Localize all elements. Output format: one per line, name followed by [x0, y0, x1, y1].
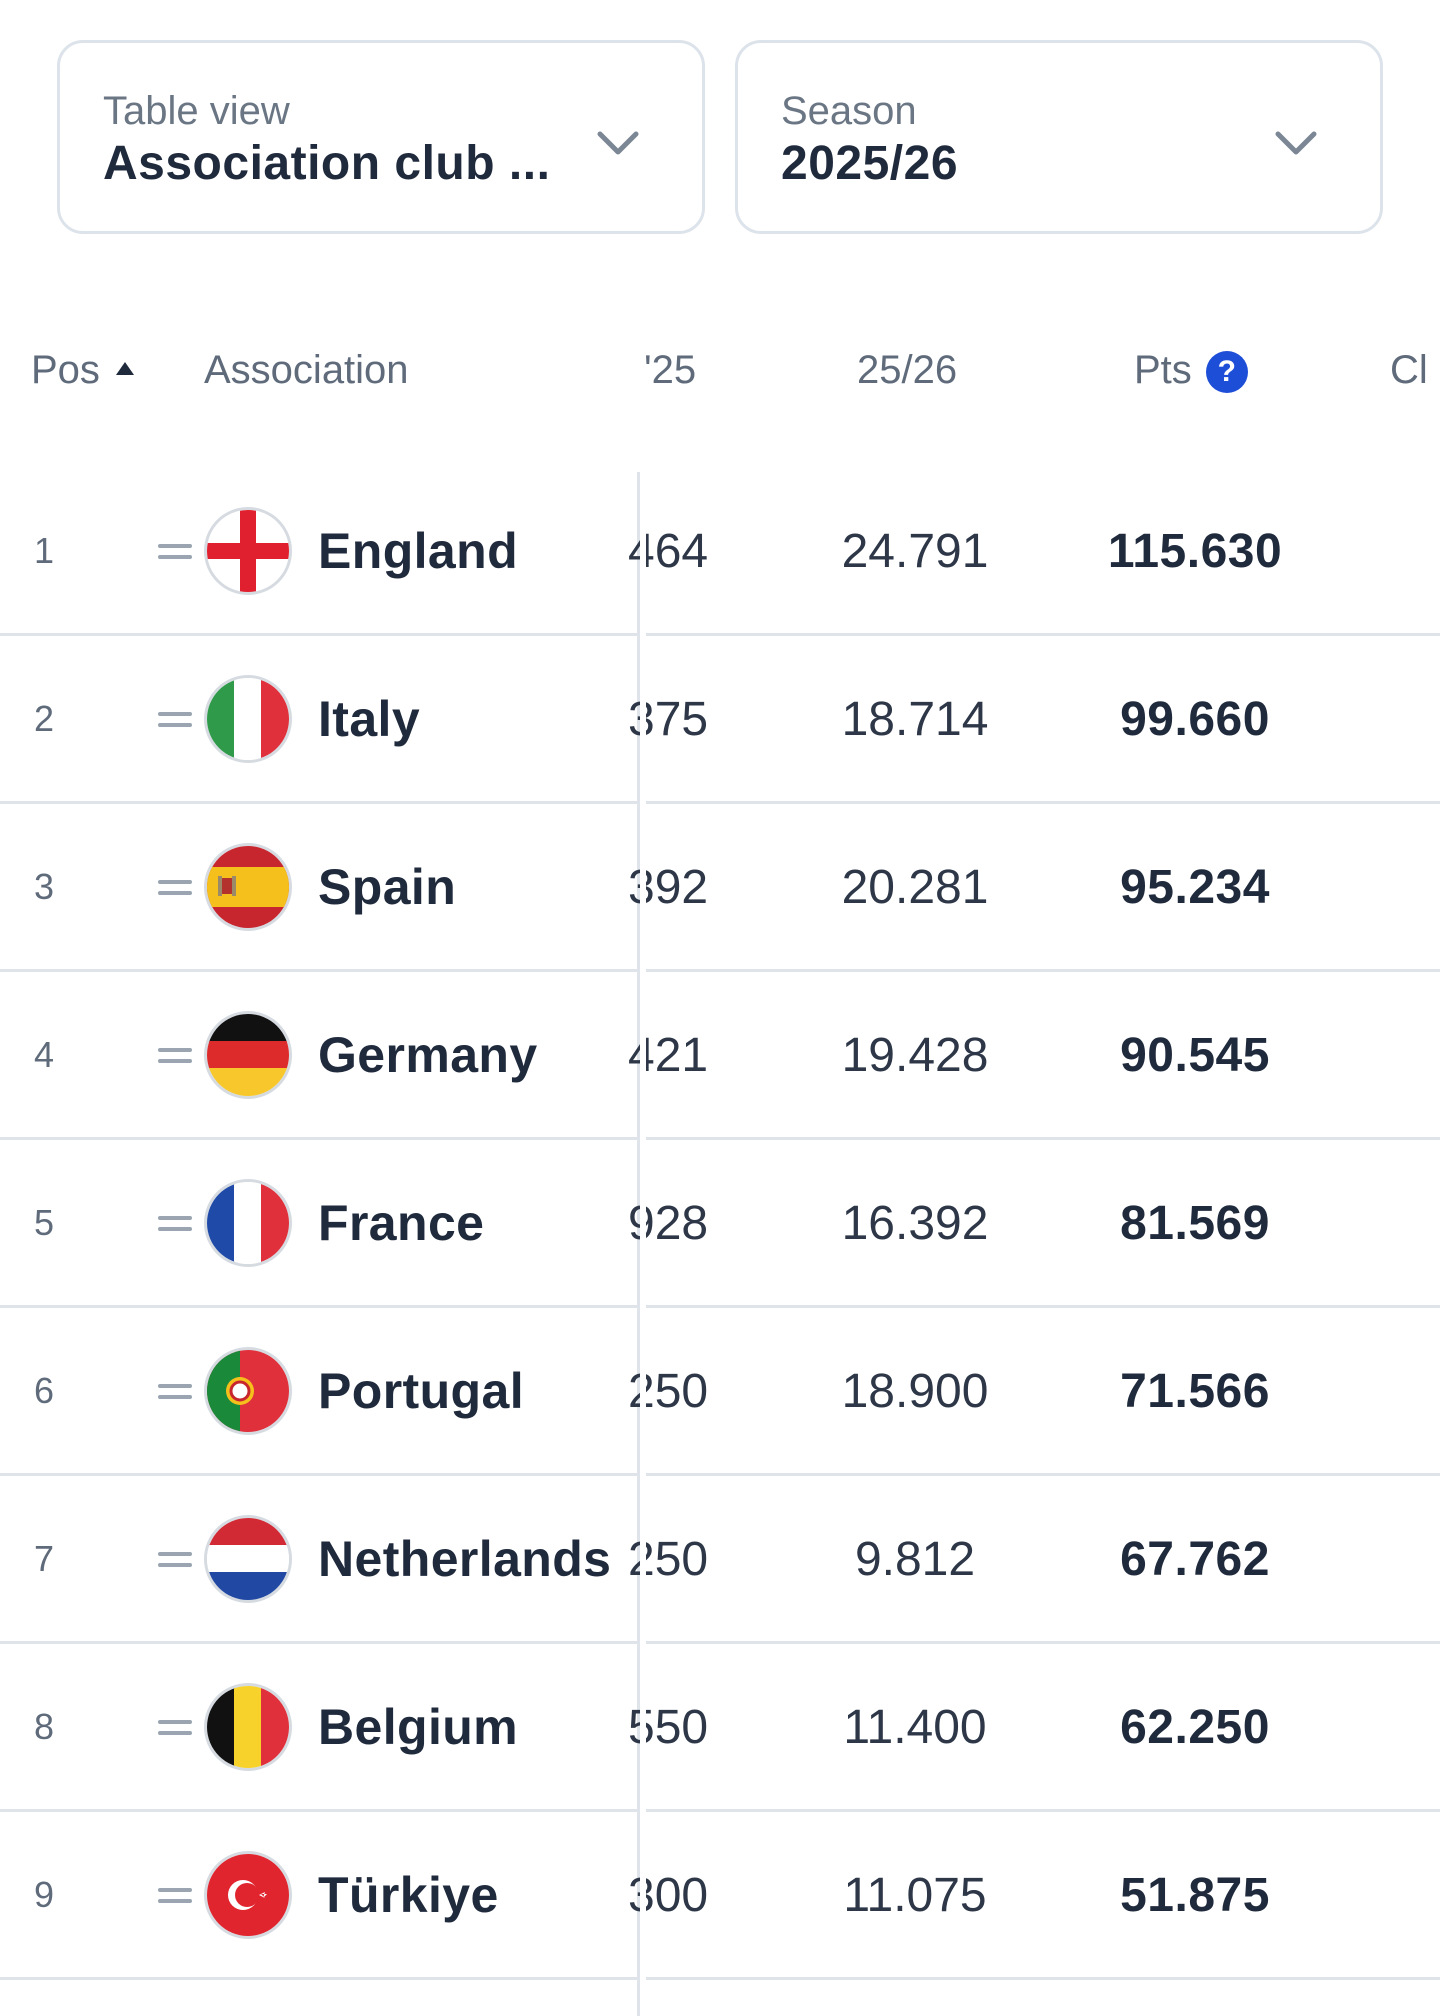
row-position: 4 [34, 1034, 55, 1075]
table-header: Pos Association '25 25/26 Pts? Cl [0, 330, 1440, 416]
points-value: 90.545 [1120, 1029, 1270, 1082]
points-value: 115.630 [1107, 525, 1283, 578]
table-row-7[interactable]: 7 Netherlands 250 9.812 67.762 [0, 1476, 1440, 1644]
association-name[interactable]: Germany [318, 1027, 538, 1083]
association-table: 1 England 464 24.791 115.630 2 Italy 375… [0, 468, 1440, 1980]
netherlands-flag [207, 1518, 289, 1600]
value-2526: 9.812 [854, 1533, 976, 1586]
column-header-pos-label: Pos [31, 348, 100, 392]
season-label: Season [781, 89, 917, 133]
belgium-flag [207, 1686, 289, 1768]
no-change-icon [158, 1384, 192, 1400]
no-change-icon [158, 1720, 192, 1736]
table-row-8[interactable]: 8 Belgium 550 11.400 62.250 [0, 1644, 1440, 1812]
points-value: 71.566 [1120, 1365, 1270, 1418]
association-name[interactable]: Portugal [318, 1363, 524, 1419]
column-header-association[interactable]: Association [204, 348, 409, 392]
association-name[interactable]: Türkiye [318, 1867, 499, 1923]
row-position: 7 [34, 1538, 55, 1579]
no-change-icon [158, 880, 192, 896]
column-header-clubs[interactable]: Cl [1390, 348, 1428, 392]
points-value: 99.660 [1120, 693, 1270, 746]
row-position: 1 [34, 530, 55, 571]
no-change-icon [158, 1048, 192, 1064]
points-value: 81.569 [1120, 1197, 1270, 1250]
value-2526: 24.791 [841, 525, 989, 578]
table-row-3[interactable]: 3 Spain 392 20.281 95.234 [0, 804, 1440, 972]
england-flag [207, 510, 289, 592]
turkiye-flag [207, 1854, 289, 1936]
column-header-25[interactable]: '25 [644, 348, 697, 392]
column-header-pos[interactable]: Pos [31, 348, 134, 393]
row-position: 5 [34, 1202, 55, 1243]
season-value: 2025/26 [781, 137, 959, 190]
no-change-icon [158, 1888, 192, 1904]
row-position: 6 [34, 1370, 55, 1411]
table-view-value: Association club ... [103, 137, 551, 190]
season-dropdown[interactable]: Season 2025/26 [735, 40, 1383, 234]
column-header-2526[interactable]: 25/26 [857, 348, 958, 392]
points-value: 95.234 [1120, 861, 1270, 914]
value-2526: 19.428 [841, 1029, 989, 1082]
value-2526: 11.075 [843, 1869, 987, 1922]
row-position: 9 [34, 1874, 55, 1915]
italy-flag [207, 678, 289, 760]
no-change-icon [158, 712, 192, 728]
association-name[interactable]: Spain [318, 859, 457, 915]
table-row-4[interactable]: 4 Germany 421 19.428 90.545 [0, 972, 1440, 1140]
table-row-9[interactable]: 9 Türkiye 300 11.075 51.875 [0, 1812, 1440, 1980]
table-view-dropdown[interactable]: Table view Association club ... [57, 40, 705, 234]
filters-bar: Table view Association club ... Season 2… [57, 40, 1383, 234]
row-position: 3 [34, 866, 55, 907]
value-2526: 18.714 [841, 693, 989, 746]
association-name[interactable]: Netherlands [318, 1531, 612, 1587]
portugal-flag [207, 1350, 289, 1432]
row-position: 2 [34, 698, 55, 739]
column-header-pts[interactable]: Pts? [1134, 348, 1248, 393]
association-name[interactable]: France [318, 1195, 485, 1251]
value-2526: 20.281 [841, 861, 989, 914]
chevron-down-icon [597, 131, 639, 155]
association-name[interactable]: England [318, 523, 519, 579]
association-name[interactable]: Belgium [318, 1699, 519, 1755]
points-value: 67.762 [1120, 1533, 1270, 1586]
chevron-down-icon [1275, 131, 1317, 155]
value-2526: 16.392 [841, 1197, 989, 1250]
points-value: 62.250 [1120, 1701, 1270, 1754]
row-position: 8 [34, 1706, 55, 1747]
association-name[interactable]: Italy [318, 691, 421, 747]
spain-flag [207, 846, 289, 928]
help-icon[interactable]: ? [1205, 351, 1248, 393]
no-change-icon [158, 544, 192, 560]
table-row-5[interactable]: 5 France 928 16.392 81.569 [0, 1140, 1440, 1308]
sticky-column-divider [637, 472, 640, 2016]
sort-ascending-icon [115, 362, 134, 375]
points-value: 51.875 [1120, 1869, 1270, 1922]
column-header-pts-label: Pts [1134, 348, 1192, 392]
value-2526: 11.400 [843, 1701, 987, 1754]
scroll-clip-edge [640, 472, 646, 2016]
value-2526: 18.900 [841, 1365, 989, 1418]
table-row-1[interactable]: 1 England 464 24.791 115.630 [0, 468, 1440, 636]
table-view-label: Table view [103, 89, 290, 133]
no-change-icon [158, 1216, 192, 1232]
germany-flag [207, 1014, 289, 1096]
france-flag [207, 1182, 289, 1264]
table-row-6[interactable]: 6 Portugal 250 18.900 71.566 [0, 1308, 1440, 1476]
table-row-2[interactable]: 2 Italy 375 18.714 99.660 [0, 636, 1440, 804]
no-change-icon [158, 1552, 192, 1568]
